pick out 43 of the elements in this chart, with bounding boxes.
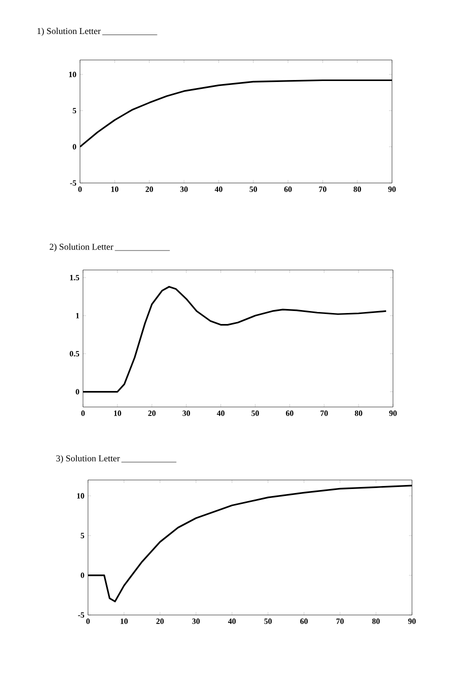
y-tick-label: 5 (80, 532, 84, 538)
x-tick-label: 20 (156, 618, 164, 624)
x-tick-label: 50 (250, 186, 258, 192)
x-tick-label: 40 (216, 410, 224, 416)
x-tick-label: 40 (214, 186, 222, 192)
y-tick-label: 0 (72, 144, 76, 150)
x-tick-label: 60 (300, 618, 308, 624)
chart-title: 2) Solution Letter (50, 243, 114, 252)
x-tick-label: 30 (192, 618, 200, 624)
y-tick-label: 5 (72, 108, 76, 114)
chart-title: 3) Solution Letter (56, 455, 120, 464)
x-tick-label: 50 (252, 410, 259, 416)
x-tick-label: 10 (111, 186, 118, 192)
y-tick-label: 0.5 (70, 351, 80, 356)
x-tick-label: 60 (286, 410, 294, 416)
x-tick-label: 30 (180, 186, 188, 192)
x-tick-label: 50 (264, 618, 272, 624)
x-tick-label: 70 (320, 410, 328, 416)
x-tick-label: 0 (86, 618, 90, 624)
x-tick-label: 10 (120, 618, 128, 624)
x-tick-label: 20 (148, 410, 156, 416)
x-tick-label: 80 (354, 410, 362, 416)
y-tick-label: 0 (76, 389, 80, 394)
x-tick-label: 70 (336, 618, 344, 624)
y-tick-label: 1.5 (70, 274, 80, 280)
chart-title: 1) Solution Letter (38, 28, 101, 36)
x-tick-label: 20 (146, 186, 154, 192)
x-tick-label: 60 (284, 186, 292, 192)
x-tick-label: 40 (228, 618, 236, 624)
y-tick-label: -5 (78, 612, 84, 618)
x-tick-label: 30 (182, 410, 190, 416)
y-tick-label: 0 (80, 572, 84, 578)
x-tick-label: 90 (408, 618, 416, 624)
y-tick-label: 10 (69, 72, 76, 78)
x-tick-label: 70 (319, 186, 326, 192)
x-tick-label: 80 (372, 618, 380, 624)
y-tick-label: 10 (77, 493, 84, 499)
y-tick-label: 1 (76, 313, 80, 318)
y-tick-label: -5 (70, 180, 76, 186)
x-tick-label: 90 (388, 186, 396, 192)
x-tick-label: 90 (389, 410, 397, 416)
x-tick-label: 80 (354, 186, 362, 192)
x-tick-label: 10 (114, 410, 122, 416)
